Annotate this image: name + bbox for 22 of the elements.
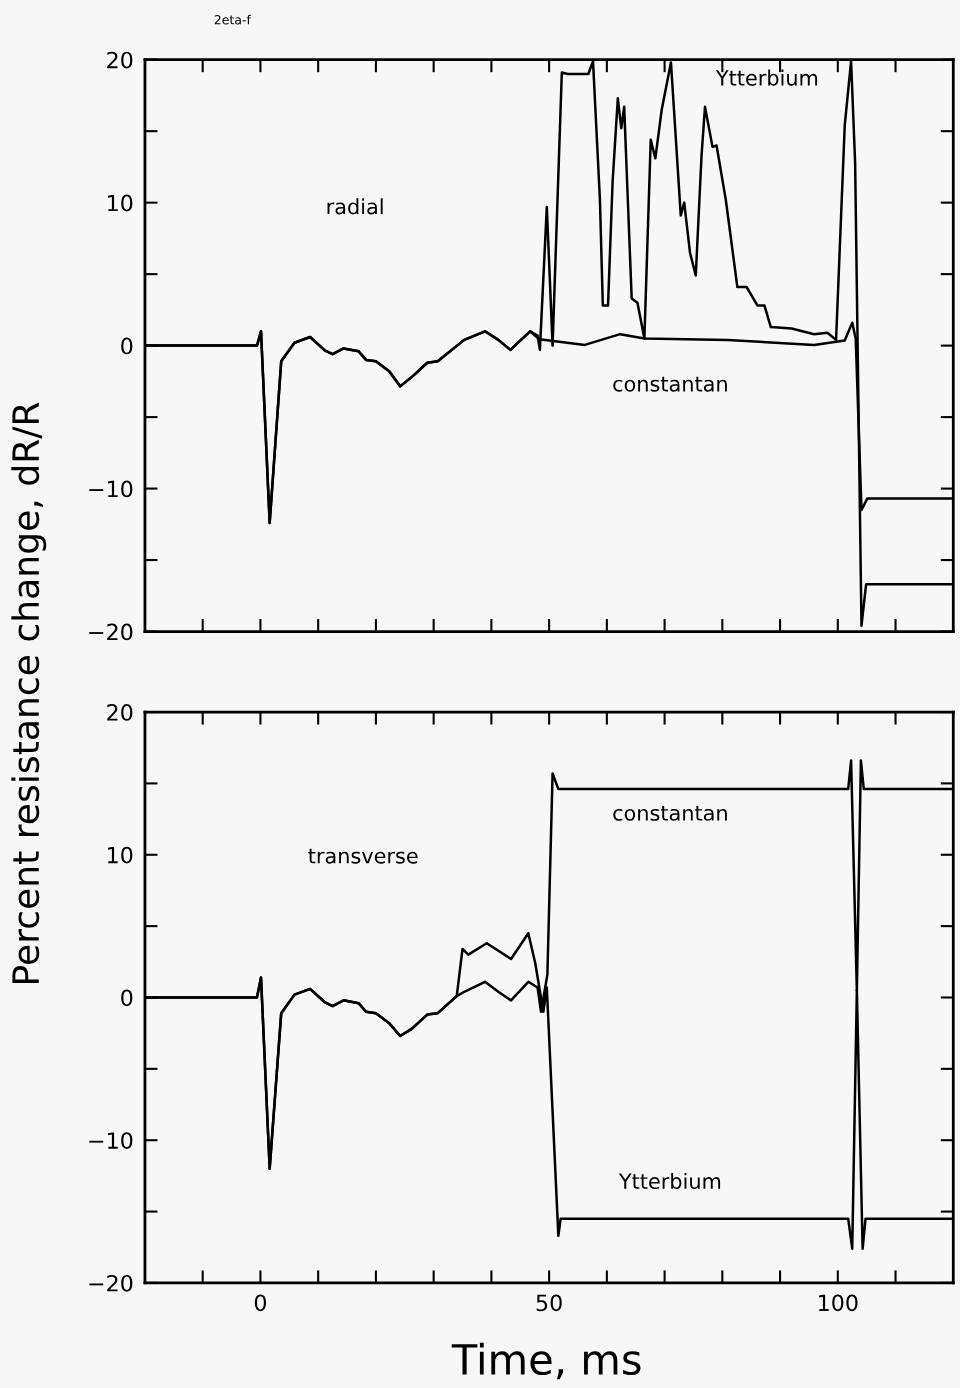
series-label: Ytterbium xyxy=(618,1172,721,1190)
annotation: radial xyxy=(327,198,383,215)
y-tick-label: 10 xyxy=(108,846,133,864)
y-tick-label: 20 xyxy=(107,703,133,721)
y-tick-label: 0 xyxy=(121,989,133,1007)
y-tick-label: −20 xyxy=(89,623,133,641)
y-tick-label: −10 xyxy=(89,480,133,498)
text: 2eta-f xyxy=(214,14,252,25)
series-label: constantan xyxy=(613,376,727,392)
y-tick-label: −20 xyxy=(89,1274,133,1292)
y-tick-label: 10 xyxy=(108,194,133,212)
x-tick-label: 0 xyxy=(254,1294,267,1312)
y-axis-title: Percent resistance change, dR/R xyxy=(11,402,47,983)
x-tick-label: 50 xyxy=(536,1294,562,1312)
x-tick-label: 100 xyxy=(819,1294,858,1312)
y-tick-label: 20 xyxy=(107,51,133,69)
y-tick-label: 0 xyxy=(121,337,133,355)
legend-label: Ytterbium xyxy=(715,69,818,86)
annotation: transverse xyxy=(308,848,418,864)
x-axis-title: Time, ms xyxy=(451,1342,641,1380)
series-label: constantan xyxy=(613,805,727,821)
y-tick-label: −10 xyxy=(89,1132,133,1149)
